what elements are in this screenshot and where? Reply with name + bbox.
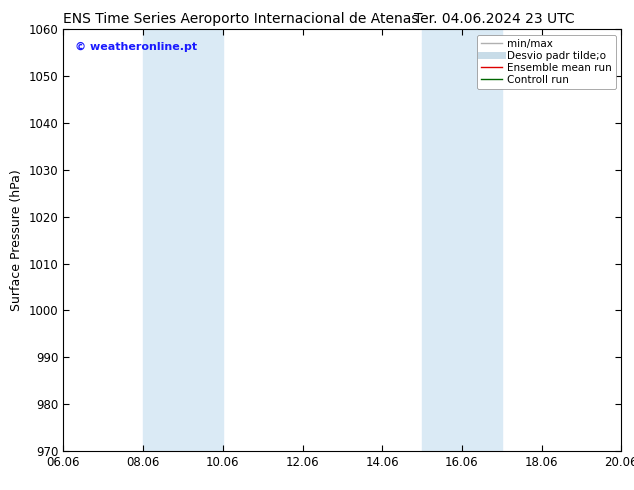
Text: ENS Time Series Aeroporto Internacional de Atenas: ENS Time Series Aeroporto Internacional … <box>63 12 418 26</box>
Text: © weatheronline.pt: © weatheronline.pt <box>75 42 197 52</box>
Bar <box>422 29 501 451</box>
Text: Ter. 04.06.2024 23 UTC: Ter. 04.06.2024 23 UTC <box>414 12 575 26</box>
Bar <box>143 29 223 451</box>
Y-axis label: Surface Pressure (hPa): Surface Pressure (hPa) <box>10 169 23 311</box>
Legend: min/max, Desvio padr tilde;o, Ensemble mean run, Controll run: min/max, Desvio padr tilde;o, Ensemble m… <box>477 35 616 89</box>
